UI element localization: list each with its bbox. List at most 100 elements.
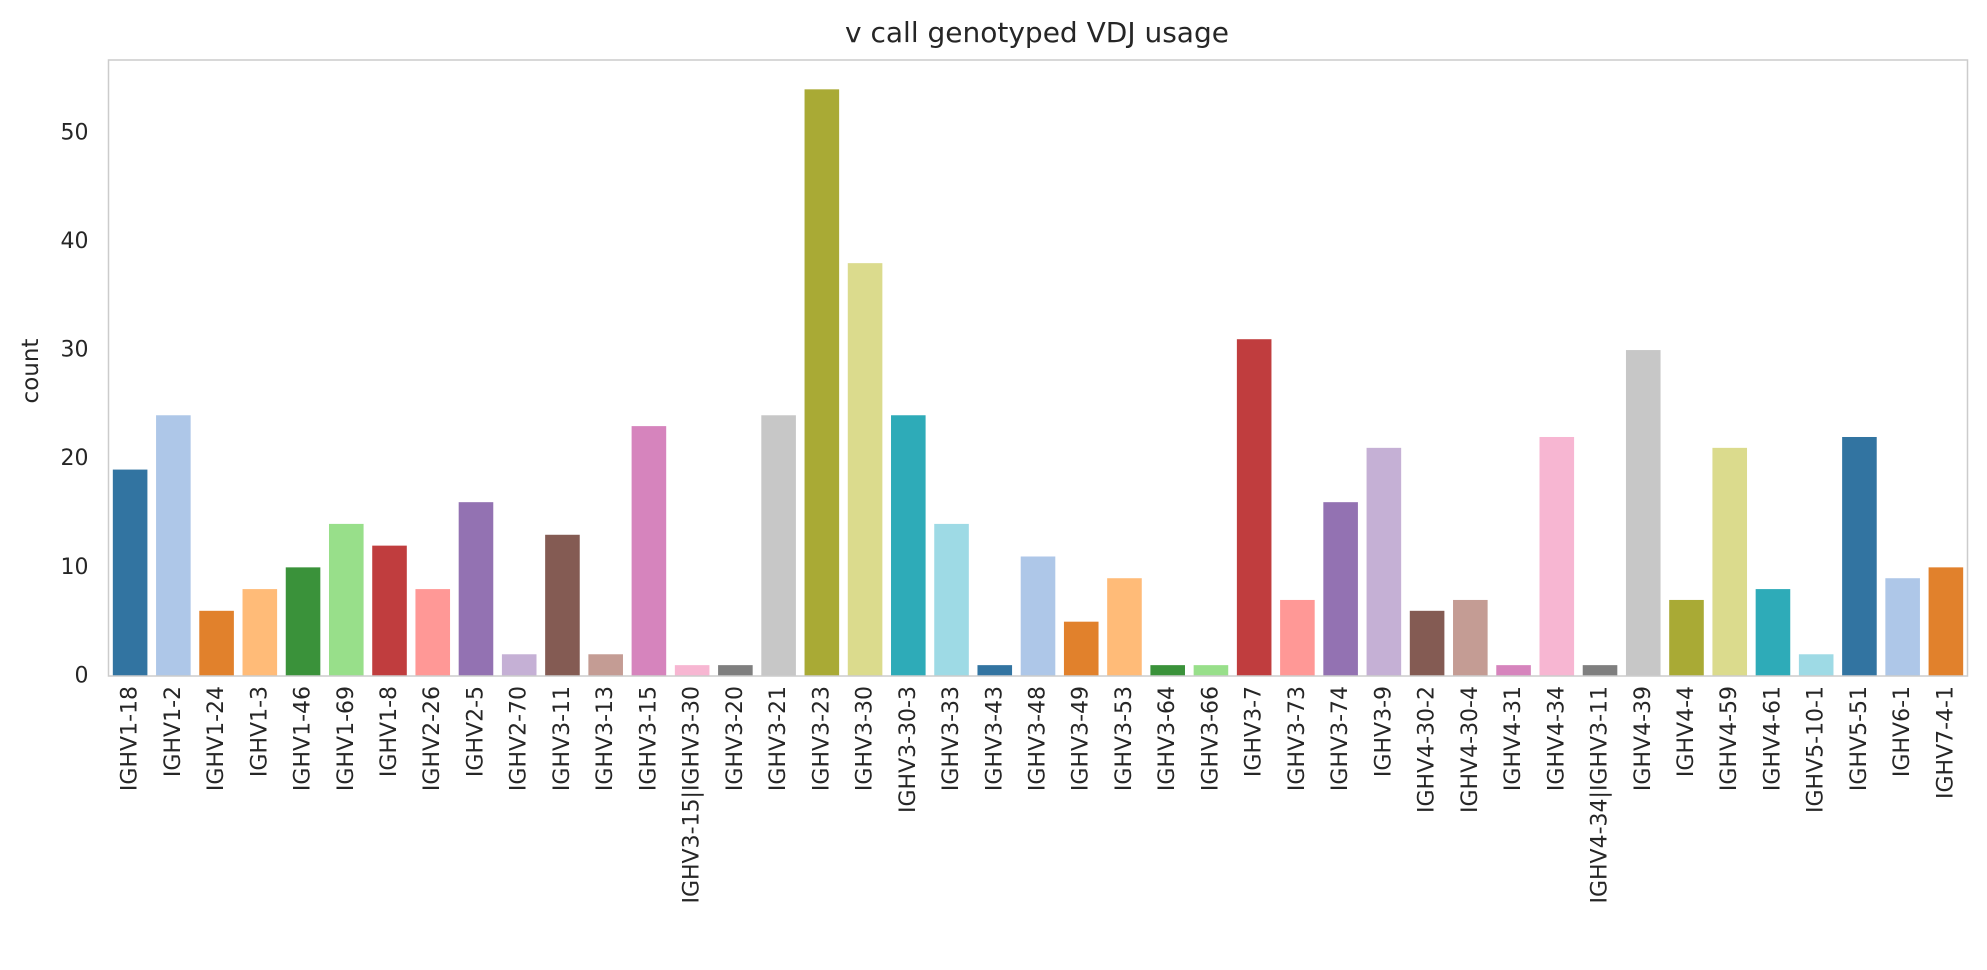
plot-frame [107, 59, 1969, 677]
y-axis-label: count [18, 339, 44, 404]
bar-ighv3-53 [1107, 578, 1142, 676]
bar-ighv5-51 [1842, 436, 1877, 676]
bar-ighv4-34-ighv3-11 [1582, 665, 1618, 676]
bar-ighv3-30-3 [891, 415, 926, 676]
bar-ighv3-20 [718, 665, 753, 676]
bar-ighv3-23 [804, 89, 840, 676]
y-tick-label: 20 [61, 446, 89, 471]
bar-ighv1-46 [285, 567, 321, 676]
x-tick-label: IGHV3-64 [1155, 686, 1180, 791]
x-tick-label: IGHV3-49 [1069, 686, 1094, 791]
bar-ighv3-43 [977, 665, 1013, 676]
bar-ighv3-66 [1193, 665, 1229, 676]
bar-ighv2-26 [415, 589, 451, 676]
x-tick-label: IGHV1-69 [334, 686, 359, 791]
x-tick-label: IGHV3-33 [939, 686, 964, 791]
bar-ighv3-21 [761, 415, 796, 676]
bar-ighv3-74 [1323, 502, 1358, 676]
bar-ighv1-69 [328, 523, 364, 676]
bar-ighv1-3 [242, 589, 278, 676]
x-tick-label: IGHV3-48 [1026, 686, 1051, 791]
x-tick-label: IGHV3-15 [636, 686, 661, 791]
bar-ighv3-30 [847, 263, 883, 676]
y-axis-ticks: 0 10 20 30 40 50 [61, 120, 89, 688]
x-tick-label: IGHV3-13 [593, 686, 618, 791]
x-tick-label: IGHV3-20 [723, 686, 748, 791]
bars-group [112, 89, 1964, 676]
x-tick-label: IGHV1-8 [377, 686, 402, 777]
bar-ighv2-5 [458, 502, 494, 676]
x-tick-label: IGHV1-2 [161, 686, 186, 777]
bar-ighv3-64 [1150, 665, 1185, 676]
x-tick-label: IGHV3-53 [1112, 686, 1137, 791]
x-tick-label: IGHV1-3 [247, 686, 272, 777]
y-tick-label: 0 [75, 664, 89, 689]
x-tick-label: IGHV3-7 [1242, 686, 1267, 777]
bar-ighv3-9 [1366, 447, 1402, 676]
x-tick-label: IGHV3-73 [1285, 686, 1310, 791]
bar-ighv1-2 [156, 415, 191, 676]
x-tick-label: IGHV2-70 [507, 686, 532, 791]
x-tick-label: IGHV4-59 [1717, 686, 1742, 791]
bar-ighv3-73 [1280, 599, 1315, 676]
x-tick-label: IGHV6-1 [1890, 686, 1915, 777]
bar-ighv3-13 [588, 654, 623, 676]
bar-ighv4-59 [1712, 447, 1748, 676]
x-tick-label: IGHV3-66 [1198, 686, 1223, 791]
x-tick-label: IGHV4-34 [1544, 686, 1569, 791]
bar-ighv7-4-1 [1928, 567, 1964, 676]
x-axis-ticks: IGHV1-18 IGHV1-2 IGHV1-24 IGHV1-3 IGHV1-46 IG… [118, 686, 1959, 904]
x-tick-label: IGHV3-9 [1371, 686, 1396, 777]
x-tick-label: IGHV1-46 [291, 686, 316, 791]
bar-ighv1-24 [199, 610, 234, 676]
x-tick-label: IGHV4-61 [1760, 686, 1785, 791]
x-tick-label: IGHV5-10-1 [1804, 686, 1829, 813]
y-tick-label: 50 [61, 120, 89, 145]
y-tick-label: 10 [61, 555, 89, 580]
x-tick-label: IGHV3-15|IGHV3-30 [680, 686, 705, 904]
bar-ighv3-33 [934, 523, 969, 676]
x-tick-label: IGHV4-30-4 [1458, 686, 1483, 813]
x-tick-label: IGHV4-4 [1674, 686, 1699, 777]
bar-ighv3-15 [631, 426, 667, 676]
x-tick-label: IGHV1-18 [118, 686, 143, 791]
x-tick-label: IGHV3-11 [550, 686, 575, 791]
chart-title: v call genotyped VDJ usage [845, 16, 1229, 49]
x-tick-label: IGHV4-30-2 [1415, 686, 1440, 813]
bar-ighv4-39 [1625, 350, 1661, 676]
x-tick-label: IGHV4-34|IGHV3-11 [1588, 686, 1613, 904]
bar-ighv4-31 [1496, 665, 1531, 676]
bar-ighv3-7 [1236, 339, 1272, 676]
x-tick-label: IGHV5-51 [1847, 686, 1872, 791]
y-tick-label: 30 [61, 338, 89, 363]
bar-ighv3-11 [545, 534, 580, 676]
x-tick-label: IGHV3-43 [982, 686, 1007, 791]
bar-ighv4-4 [1669, 599, 1704, 676]
x-tick-label: IGHV1-24 [204, 686, 229, 791]
bar-ighv4-61 [1755, 589, 1791, 676]
bar-ighv1-8 [372, 545, 407, 676]
x-tick-label: IGHV3-21 [766, 686, 791, 791]
x-tick-label: IGHV3-30-3 [896, 686, 921, 813]
x-tick-label: IGHV3-23 [809, 686, 834, 791]
bar-ighv4-30-2 [1409, 610, 1445, 676]
bar-ighv3-48 [1020, 556, 1056, 676]
x-tick-label: IGHV3-30 [853, 686, 878, 791]
bar-ighv4-30-4 [1453, 599, 1488, 676]
bar-ighv5-10-1 [1798, 654, 1834, 676]
bar-ighv6-1 [1885, 578, 1920, 676]
x-tick-label: IGHV7-4-1 [1933, 686, 1958, 799]
y-tick-label: 40 [61, 229, 89, 254]
bar-ighv1-18 [112, 469, 148, 676]
x-tick-label: IGHV2-5 [463, 686, 488, 777]
bar-ighv3-49 [1063, 621, 1099, 676]
bar-ighv3-15-ighv3-30 [674, 665, 710, 676]
x-tick-label: IGHV3-74 [1328, 686, 1353, 791]
bar-ighv2-70 [501, 654, 537, 676]
x-tick-label: IGHV2-26 [420, 686, 445, 791]
bar-ighv4-34 [1539, 436, 1575, 676]
x-tick-label: IGHV4-39 [1631, 686, 1656, 791]
x-tick-label: IGHV4-31 [1501, 686, 1526, 791]
